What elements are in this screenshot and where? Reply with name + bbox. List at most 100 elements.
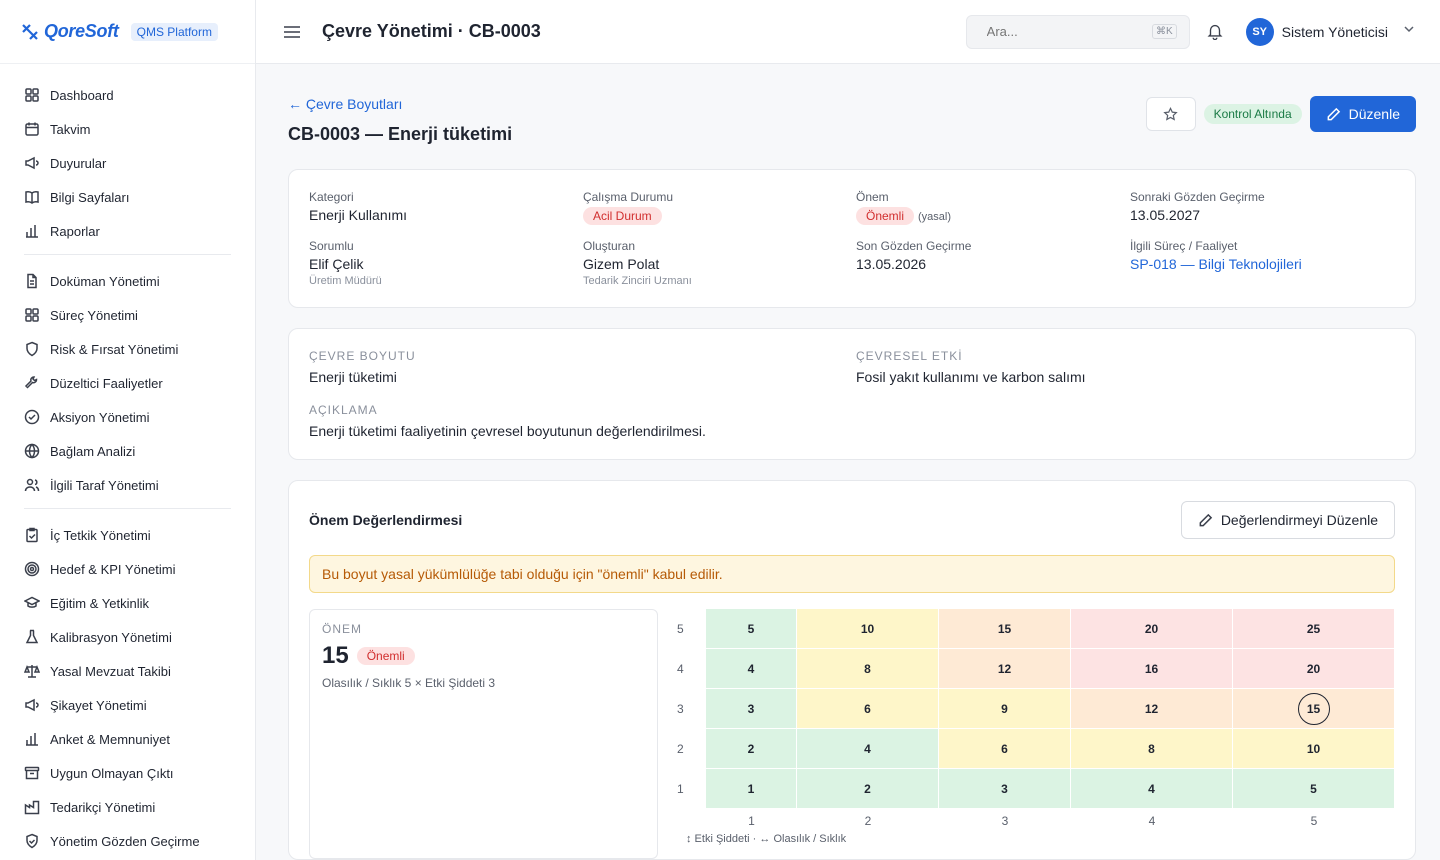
legal-alert: Bu boyut yasal yükümlülüğe tabi olduğu i…	[309, 555, 1395, 593]
sidebar-item-bağlam-analizi[interactable]: Bağlam Analizi	[24, 434, 231, 468]
son-label: Son Gözden Geçirme	[856, 239, 972, 253]
matrix-cell: 5	[1233, 769, 1395, 809]
search-box[interactable]: ⌘K	[965, 14, 1190, 49]
sidebar-item-uygun-olmayan-çıktı[interactable]: Uygun Olmayan Çıktı	[24, 756, 231, 790]
sidebar-item-süreç-yönetimi[interactable]: Süreç Yönetimi	[24, 298, 231, 332]
sidebar-item-düzeltici-faaliyetler[interactable]: Düzeltici Faaliyetler	[24, 366, 231, 400]
matrix-cell: 4	[797, 729, 939, 769]
matrix-cell: 8	[1071, 729, 1233, 769]
matrix-cell: 10	[797, 609, 939, 649]
matrix-cell: 2	[706, 729, 797, 769]
grid-icon	[25, 88, 39, 102]
edit-button[interactable]: Düzenle	[1309, 96, 1416, 132]
y-tick: 4	[677, 662, 684, 676]
legend-x: ↔ Olasılık / Sıklık	[759, 833, 847, 845]
favorite-button[interactable]	[1145, 97, 1196, 131]
logo[interactable]: QoreSoft	[20, 21, 119, 42]
users-icon	[24, 478, 40, 492]
info-card: Kategori Enerji Kullanımı Çalışma Durumu…	[288, 169, 1416, 308]
y-tick: 2	[677, 742, 684, 756]
graduation-cap-icon	[24, 596, 40, 608]
sidebar-item-label: Kalibrasyon Yönetimi	[50, 629, 172, 645]
sidebar-item-label: Tedarikçi Yönetimi	[50, 799, 156, 815]
check-circle-icon	[24, 409, 40, 425]
scale-icon	[24, 664, 40, 678]
sidebar-item-aksiyon-yönetimi[interactable]: Aksiyon Yönetimi	[24, 400, 231, 434]
sidebar-item-label: Raporlar	[50, 223, 100, 239]
x-tick: 3	[1001, 814, 1009, 828]
menu-toggle-icon[interactable]	[282, 22, 302, 42]
kategori-label: Kategori	[309, 190, 354, 204]
user-name: Sistem Yöneticisi	[1281, 23, 1388, 40]
search-shortcut: ⌘K	[1151, 24, 1177, 39]
matrix-cells: 5 10 15 20 25 4 8 12 16 20 3 6 9 12 15 2 4 6 8 10 1 2 3 4 5	[706, 609, 1395, 809]
sidebar-item-şikayet-yönetimi[interactable]: Şikayet Yönetimi	[24, 688, 231, 722]
sidebar-item-label: Bağlam Analizi	[50, 443, 136, 459]
sidebar: QoreSoft QMS Platform Dashboard Takvim Duy…	[0, 0, 256, 860]
legend-y: ↕ Etki Şiddeti	[686, 833, 750, 845]
sidebar-item-label: Takvim	[50, 121, 91, 137]
surec-label: İlgili Süreç / Faaliyet	[1130, 239, 1238, 253]
sidebar-item-yasal-mevzuat-takibi[interactable]: Yasal Mevzuat Takibi	[24, 654, 231, 688]
aciklama-label: AÇIKLAMA	[309, 403, 378, 417]
matrix-cell: 4	[1071, 769, 1233, 809]
wrench-icon	[24, 376, 38, 389]
sidebar-item-takvim[interactable]: Takvim	[24, 112, 231, 146]
search-input[interactable]	[986, 24, 1137, 39]
sidebar-item-kalibrasyon-yönetimi[interactable]: Kalibrasyon Yönetimi	[24, 620, 231, 654]
score-box: ÖNEM 15 Önemli Olasılık / Sıklık 5 × Etk…	[309, 609, 658, 859]
platform-badge: QMS Platform	[130, 22, 218, 41]
page-header-title: Çevre Yönetimi · CB-0003	[322, 21, 541, 41]
sidebar-item-doküman-yönetimi[interactable]: Doküman Yönetimi	[24, 264, 231, 298]
avatar: SY	[1245, 17, 1274, 46]
sidebar-item-tedarikçi-yönetimi[interactable]: Tedarikçi Yönetimi	[24, 790, 231, 824]
sidebar-item-label: Risk & Fırsat Yönetimi	[50, 341, 179, 357]
sidebar-item-label: Doküman Yönetimi	[50, 273, 160, 289]
surec-link[interactable]: SP-018 — Bilgi Teknolojileri	[1130, 256, 1302, 272]
sidebar-item-yönetim-gözden-geçirme[interactable]: Yönetim Gözden Geçirme	[24, 824, 231, 858]
evaluation-title: Önem Değerlendirmesi	[309, 512, 463, 528]
user-menu[interactable]: SY Sistem Yöneticisi	[1245, 17, 1416, 46]
x-tick: 1	[748, 814, 755, 828]
matrix-cell: 20	[1233, 649, 1395, 689]
sidebar-item-eğitim-yetkinlik[interactable]: Eğitim & Yetkinlik	[24, 586, 231, 620]
edit-evaluation-button[interactable]: Değerlendirmeyi Düzenle	[1180, 501, 1395, 539]
sonraki-value: 13.05.2027	[1130, 207, 1201, 223]
shield-icon	[26, 341, 38, 357]
pencil-icon	[1327, 107, 1340, 120]
score-value: 15	[322, 642, 349, 669]
sidebar-item-i-lgili-taraf-yönetimi[interactable]: İlgili Taraf Yönetimi	[24, 468, 231, 502]
onem-note: (yasal)	[918, 211, 952, 223]
son-value: 13.05.2026	[856, 256, 927, 272]
onem-label: Önem	[856, 190, 889, 204]
olusturan-role: Tedarik Zinciri Uzmanı	[583, 275, 692, 287]
back-link[interactable]: ← Çevre Boyutları	[288, 96, 403, 112]
factory-icon	[24, 800, 40, 815]
aciklama-value: Enerji tüketimi faaliyetinin çevresel bo…	[309, 423, 706, 439]
edit-evaluation-label: Değerlendirmeyi Düzenle	[1220, 512, 1378, 528]
target-icon	[24, 561, 40, 577]
sidebar-item-duyurular[interactable]: Duyurular	[24, 146, 231, 180]
matrix-x-axis: 1 2 3 4 5	[706, 809, 1395, 833]
brand: QoreSoft QMS Platform	[0, 0, 255, 64]
bar-chart-icon	[26, 733, 38, 746]
sidebar-item-risk-fırsat-yönetimi[interactable]: Risk & Fırsat Yönetimi	[24, 332, 231, 366]
matrix-cell: 9	[939, 689, 1071, 729]
sidebar-item-hedef-kpi-yönetimi[interactable]: Hedef & KPI Yönetimi	[24, 552, 231, 586]
logo-icon	[22, 23, 38, 40]
sidebar-item-label: Yönetim Gözden Geçirme	[50, 833, 200, 849]
sidebar-item-i-ç-tetkik-yönetimi[interactable]: İç Tetkik Yönetimi	[24, 518, 231, 552]
sidebar-item-label: Hedef & KPI Yönetimi	[50, 561, 176, 577]
back-link-label: Çevre Boyutları	[305, 96, 403, 112]
sidebar-item-raporlar[interactable]: Raporlar	[24, 214, 231, 248]
bell-icon[interactable]	[1206, 22, 1226, 42]
sidebar-item-anket-memnuniyet[interactable]: Anket & Memnuniyet	[24, 722, 231, 756]
page-title: CB-0003 — Enerji tüketimi	[288, 124, 513, 144]
sidebar-item-dashboard[interactable]: Dashboard	[24, 78, 231, 112]
sidebar-item-bilgi-sayfaları[interactable]: Bilgi Sayfaları	[24, 180, 231, 214]
y-tick: 5	[677, 622, 684, 636]
matrix-cell: 12	[939, 649, 1071, 689]
sonraki-label: Sonraki Gözden Geçirme	[1130, 190, 1265, 204]
megaphone-icon	[25, 156, 39, 170]
